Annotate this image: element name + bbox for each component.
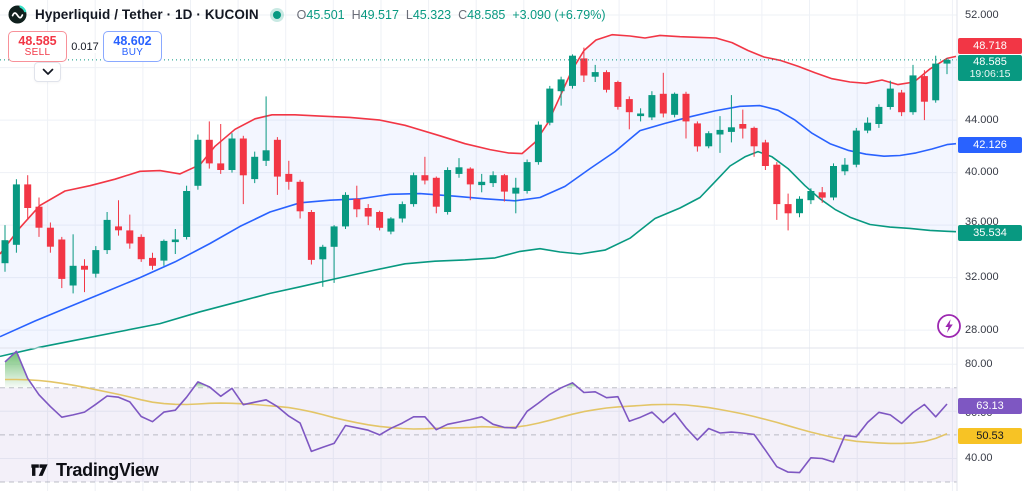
axis-tick-label: 44.000 [965, 114, 999, 126]
high-label: H [351, 7, 361, 22]
symbol-header: Hyperliquid / Tether · 1D · KUCOIN O45.5… [8, 5, 605, 24]
rsi-value-badge: 63.13 [958, 398, 1022, 414]
bb-lower-badge: 35.534 [958, 225, 1022, 241]
watermark-text: TradingView [56, 460, 159, 480]
sell-button[interactable]: 48.585 SELL [8, 31, 67, 62]
low-value: 45.323 [412, 7, 452, 22]
candles-series [1, 47, 951, 294]
countdown-timer: 19:06:15 [969, 68, 1011, 80]
buy-button[interactable]: 48.602 BUY [103, 31, 162, 62]
axis-tick-label: 32.000 [965, 271, 999, 283]
axis-tick-label: 28.000 [965, 324, 999, 336]
open-value: 45.501 [306, 7, 345, 22]
bollinger-bands [0, 33, 957, 358]
close-value: 48.585 [467, 7, 506, 22]
sell-price: 48.585 [18, 33, 57, 48]
axis-tick-label: 80.00 [965, 358, 993, 370]
axis-tick-label: 52.000 [965, 9, 999, 21]
buy-label: BUY [121, 46, 144, 58]
bb-middle-badge: 42.126 [958, 137, 1022, 153]
axis-tick-label: 40.000 [965, 166, 999, 178]
buy-price: 48.602 [113, 33, 152, 48]
axis-tick-label: 40.00 [965, 452, 993, 464]
ohlc-legend: O45.501 H49.517 L45.323 C48.585 +3.090 (… [297, 8, 606, 22]
high-value: 49.517 [360, 7, 399, 22]
trade-widget: 48.585 SELL 0.017 48.602 BUY [8, 31, 162, 62]
tradingview-watermark: TradingView [30, 460, 159, 481]
symbol-title[interactable]: Hyperliquid / Tether · 1D · KUCOIN [35, 7, 259, 22]
collapse-trade-panel-button[interactable] [34, 62, 61, 82]
spread-value: 0.017 [67, 40, 103, 53]
rsi-ma-line [5, 378, 948, 445]
rsi-panel [0, 350, 957, 483]
close-label: C [458, 7, 468, 22]
tradingview-logo-icon [31, 464, 48, 476]
last-price-badge: 48.585 19:06:15 [958, 55, 1022, 81]
low-label: L [405, 7, 413, 22]
market-status-dot[interactable] [272, 10, 281, 19]
rsi-line [4, 350, 948, 474]
open-label: O [296, 7, 307, 22]
rsi-ma-badge: 50.53 [958, 428, 1022, 444]
sell-label: SELL [24, 46, 51, 58]
hyperliquid-logo-icon [8, 5, 27, 24]
flash-trade-icon[interactable] [936, 313, 962, 339]
change-value: +3.090 (+6.79%) [512, 7, 606, 22]
chevron-down-icon [42, 68, 53, 75]
high-price-badge: 48.718 [958, 38, 1022, 54]
